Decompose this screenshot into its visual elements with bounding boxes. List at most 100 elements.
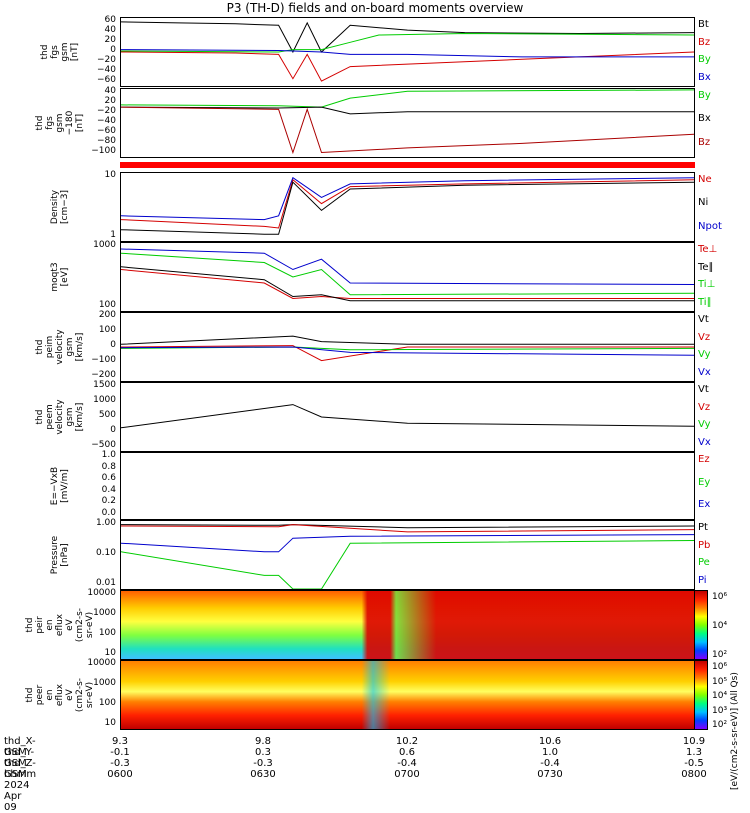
spectrogram-1 — [121, 591, 694, 659]
legend-Te∥: Te∥ — [698, 261, 714, 273]
y-tick-label: 0 — [110, 425, 116, 435]
y-tick-label: 1000 — [93, 395, 116, 405]
plot-svg-5 — [121, 404, 694, 429]
y-tick-label: −500 — [91, 440, 116, 450]
colorbar-tick: 10⁶ — [712, 662, 728, 672]
y-axis-label-line: [mV/m] — [60, 469, 70, 503]
x-tick-label: 1.3 — [686, 747, 702, 758]
legend-Pi: Pi — [698, 574, 707, 586]
y-axis-label-line: eV — [65, 689, 75, 701]
series-Bz — [121, 106, 694, 155]
series-By — [121, 32, 694, 53]
legend-Npot: Npot — [698, 220, 722, 232]
x-tick-label: 0.3 — [255, 747, 271, 758]
y-tick-label: 10 — [104, 718, 116, 728]
y-axis-label-line: [cm−3] — [60, 190, 70, 225]
legend-Vz: Vz — [698, 401, 711, 413]
legend-By: By — [698, 54, 711, 65]
colorbar-tick: 10⁴ — [712, 691, 728, 701]
y-axis-label-line: peim — [45, 335, 55, 359]
colorbar-label: [eV/(cm2-s-sr-eV)] (All Qs) — [730, 672, 740, 790]
y-tick-label: 60 — [104, 15, 116, 25]
y-tick-label: 0.01 — [95, 578, 116, 588]
series-Ti∥ — [121, 248, 694, 285]
y-tick-label: 0.2 — [101, 496, 116, 507]
series-Vz — [121, 345, 694, 362]
y-tick-label: −100 — [91, 355, 116, 365]
y-axis-label: thd fgs gsm [nT] — [40, 17, 80, 87]
plot-svg-1 — [121, 89, 694, 155]
plot-svg-3 — [121, 248, 694, 302]
y-axis-label: moqt3 [eV] — [50, 242, 70, 312]
series-Pi — [121, 534, 694, 553]
y-tick-label: −60 — [97, 75, 116, 85]
y-tick-label: 0.4 — [101, 484, 116, 495]
colorbar-tick: 10⁶ — [712, 592, 728, 602]
x-tick-label: -0.5 — [684, 758, 704, 769]
y-axis-label-line: en — [45, 619, 55, 631]
y-tick-label: −20 — [97, 106, 116, 116]
series-Te⊥ — [121, 269, 694, 300]
legend-Pe: Pe — [698, 557, 710, 568]
x-tick-label: 0.6 — [399, 747, 415, 758]
y-axis-label-line: gsm — [65, 337, 75, 357]
y-tick-label: 10 — [104, 170, 116, 180]
series-Bx — [121, 49, 694, 58]
plot-panel-5 — [120, 382, 695, 452]
plot-panel-6 — [120, 452, 695, 520]
x-row-label: hhmm — [4, 769, 37, 780]
y-tick-label: 0.0 — [101, 508, 116, 518]
x-tick-label: 0600 — [107, 769, 133, 780]
y-axis-label-line: gsm — [65, 407, 75, 427]
y-axis-label-line: eflux — [55, 613, 65, 637]
y-axis-label: E=−VxB [mV/m] — [50, 452, 70, 520]
y-axis-label: Density [cm−3] — [50, 172, 70, 242]
legend-Ni: Ni — [698, 197, 709, 209]
legend-Ne: Ne — [698, 174, 712, 185]
colorbar-0 — [694, 590, 708, 660]
y-tick-label: −80 — [97, 136, 116, 146]
y-tick-label: −40 — [97, 65, 116, 75]
x-tick-label: 10.6 — [538, 736, 562, 747]
legend-Vx: Vx — [698, 366, 711, 378]
series-Pb — [121, 524, 694, 533]
series-By — [121, 89, 694, 108]
legend-Bz: Bz — [698, 136, 711, 148]
legend-Bz: Bz — [698, 36, 711, 48]
y-axis-label-line: thd — [25, 617, 35, 633]
y-axis-label-line: −180 — [65, 110, 75, 136]
y-axis-label-line: fgs — [45, 116, 55, 130]
plot-svg-0 — [121, 21, 694, 82]
x-tick-label: 0800 — [681, 769, 707, 780]
legend-Bt: Bt — [698, 19, 709, 30]
plot-panel-8 — [120, 590, 695, 660]
y-axis-label-line: moqt3 — [50, 262, 60, 292]
y-tick-label: 1.00 — [95, 518, 116, 528]
plot-svg-6 — [121, 453, 694, 519]
chart-title: P3 (TH-D) fields and on-board moments ov… — [226, 1, 524, 15]
x-tick-label: 9.3 — [112, 736, 128, 747]
y-tick-label: 1500 — [93, 380, 116, 390]
legend-Vz: Vz — [698, 331, 711, 343]
series-Ni — [121, 181, 694, 235]
x-row-label: thd_X-GSM — [4, 736, 36, 758]
series-Vx — [121, 346, 694, 356]
y-tick-label: −20 — [97, 55, 116, 65]
x-tick-label: -0.3 — [253, 758, 273, 769]
y-tick-label: 100 — [98, 698, 116, 708]
y-axis-label-line: E=−VxB — [50, 466, 60, 506]
x-tick-label: 0630 — [250, 769, 276, 780]
legend-By: By — [698, 90, 711, 101]
y-tick-label: 0.10 — [95, 548, 116, 558]
plot-panel-3 — [120, 242, 695, 312]
y-tick-label: 1.0 — [101, 450, 116, 460]
series-Pe — [121, 540, 694, 589]
y-tick-label: 200 — [98, 310, 116, 320]
y-axis-label-line: thd — [35, 115, 45, 131]
y-axis-label-line: velocity — [55, 399, 65, 435]
series-Vt — [121, 335, 694, 345]
plot-svg-7 — [121, 524, 694, 589]
x-tick-label: 1.0 — [542, 747, 558, 758]
y-tick-label: 20 — [104, 35, 116, 45]
y-axis-label-line: thd — [25, 687, 35, 703]
